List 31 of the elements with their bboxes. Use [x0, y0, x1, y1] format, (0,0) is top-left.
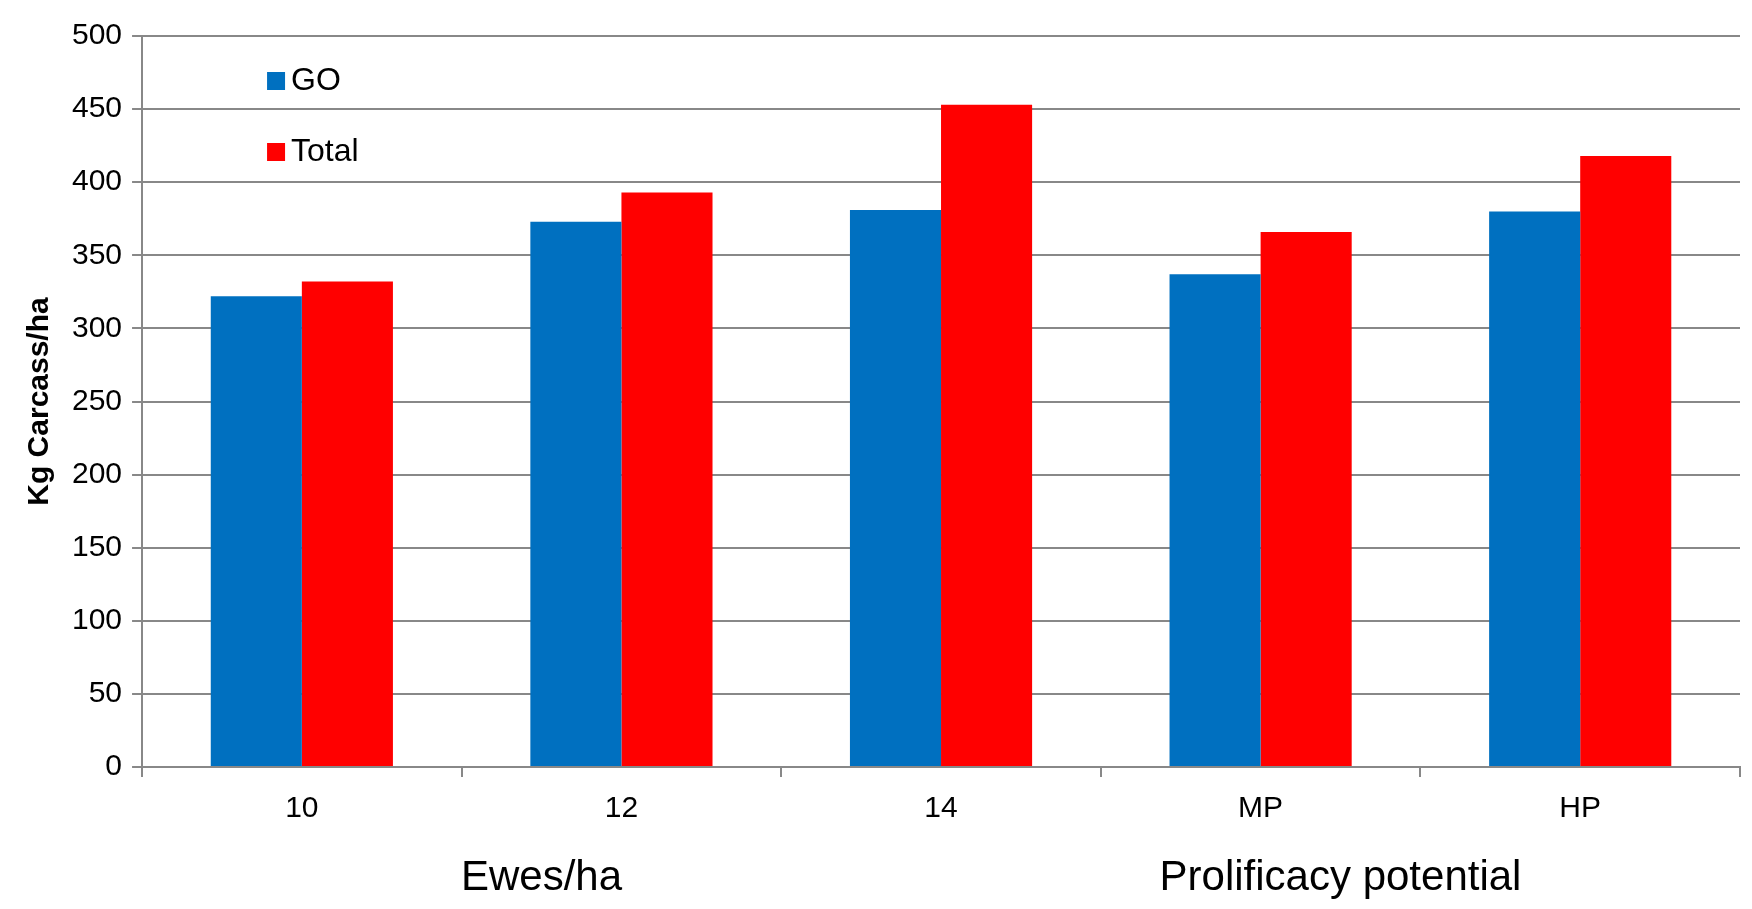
bar — [1169, 274, 1261, 766]
x-tick-label: 12 — [604, 790, 639, 824]
text: Ewes/ha — [461, 851, 623, 899]
y-tick-label: 100 — [71, 602, 123, 636]
x-tick-label: MP — [1238, 790, 1284, 824]
bar — [1489, 211, 1581, 766]
legend-label: Total — [291, 131, 359, 168]
bar — [941, 104, 1033, 766]
legend-label: GO — [291, 60, 341, 97]
y-tick-label: 150 — [71, 528, 123, 562]
x-tick-label: 14 — [924, 790, 958, 824]
y-tick-label: 0 — [105, 748, 123, 782]
x-tick-label: 10 — [285, 790, 319, 824]
x-tick-label: HP — [1559, 790, 1602, 824]
bar — [530, 221, 622, 766]
y-tick-label: 400 — [71, 163, 123, 197]
bar — [621, 192, 713, 766]
y-tick-label: 200 — [71, 455, 123, 489]
y-axis-title: Kg Carcass/ha — [21, 296, 55, 506]
bar — [849, 209, 942, 766]
y-tick-label: 50 — [88, 675, 123, 709]
y-tick-label: 500 — [71, 17, 123, 51]
text: Prolificacy potential — [1159, 851, 1522, 899]
y-tick-label: 300 — [71, 309, 123, 343]
bar — [1260, 231, 1352, 766]
bar — [301, 281, 393, 766]
y-tick-label: 450 — [71, 90, 123, 124]
y-tick-label: 350 — [71, 236, 123, 270]
bar — [210, 296, 302, 766]
bar — [1580, 155, 1672, 766]
y-tick-label: 250 — [71, 382, 123, 416]
